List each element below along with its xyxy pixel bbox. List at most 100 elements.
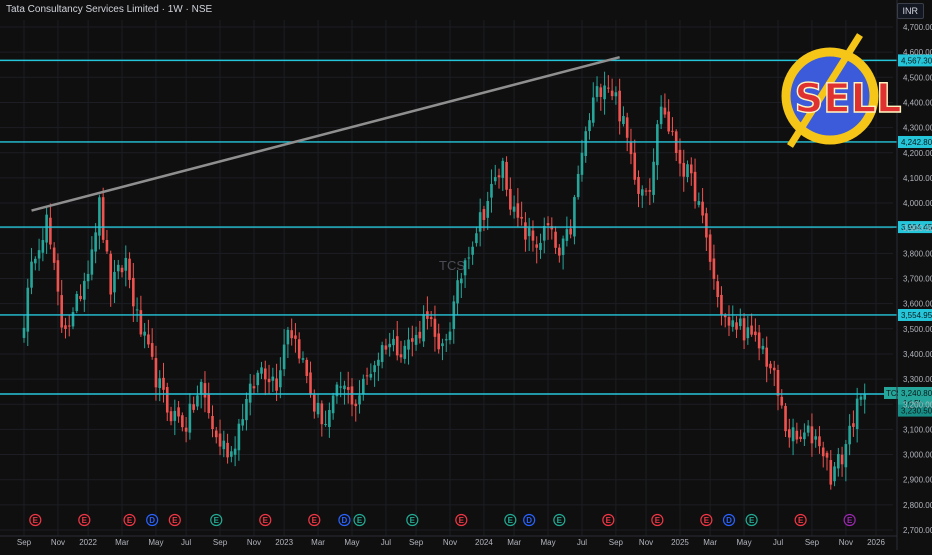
candle-body [354, 403, 358, 407]
candle-body [79, 295, 82, 300]
symbol-tag [884, 386, 898, 399]
candle-body [411, 338, 414, 342]
event-marker-earnings[interactable]: E [700, 513, 713, 527]
event-marker-earnings[interactable]: E [259, 513, 272, 527]
event-marker-earnings[interactable]: E [353, 513, 366, 527]
event-marker-circle [210, 513, 223, 527]
price-tick-label: 4,200.00 [903, 149, 932, 158]
event-marker-earnings[interactable]: E [745, 513, 758, 527]
candle-body [444, 339, 448, 341]
event-marker-earnings[interactable]: E [602, 513, 615, 527]
event-marker-circle [353, 513, 366, 527]
event-marker-earnings[interactable]: E [455, 513, 468, 527]
candle-body [64, 325, 67, 329]
candle-body [810, 426, 814, 444]
candle-body [765, 347, 768, 367]
candle-body [618, 90, 621, 122]
event-marker-circle [308, 513, 321, 527]
candle-body [463, 260, 467, 276]
event-marker-dividend[interactable]: D [523, 513, 536, 527]
candle-body [625, 117, 629, 138]
event-marker-earnings[interactable]: E [29, 513, 42, 527]
secondary-price-tag [898, 404, 932, 417]
candle-body [139, 310, 143, 335]
candle-body [516, 203, 520, 218]
candle-body [245, 398, 248, 421]
candle-body [169, 411, 173, 422]
time-tick-label: Sep [213, 538, 228, 547]
candle-body [120, 267, 124, 273]
candle-body [731, 320, 735, 327]
time-tick-label: Jul [577, 538, 587, 547]
candle-body [569, 228, 572, 235]
event-marker-earnings[interactable]: E [504, 513, 517, 527]
trendline[interactable] [31, 55, 620, 212]
event-marker-dividend[interactable]: D [722, 513, 736, 527]
event-marker-earnings[interactable]: E [553, 513, 566, 527]
time-tick-label: 2025 [671, 538, 689, 547]
candle-body [173, 410, 177, 421]
price-tick-label: 4,500.00 [903, 73, 932, 82]
event-marker-earnings[interactable]: E [843, 513, 856, 527]
event-marker-letter: E [357, 516, 363, 525]
currency-button[interactable]: INR [896, 3, 924, 19]
event-marker-circle [406, 513, 419, 527]
candle-body [652, 161, 655, 195]
candle-body [629, 141, 633, 155]
candle-body [30, 261, 33, 288]
candle-body [750, 325, 753, 335]
candle-body [840, 454, 844, 465]
candle-body [294, 335, 297, 339]
event-marker-earnings[interactable]: E [406, 513, 419, 527]
candle-body [814, 436, 817, 440]
candles [22, 71, 867, 490]
candle-body [754, 331, 757, 336]
event-marker-earnings[interactable]: E [308, 513, 321, 527]
event-marker-earnings[interactable]: E [210, 513, 223, 527]
event-marker-dividend[interactable]: D [338, 513, 351, 527]
event-marker-circle [745, 513, 758, 527]
candle-body [230, 451, 233, 457]
sell-badge-slash [787, 33, 863, 148]
price-tick-label: 3,000.00 [903, 451, 932, 460]
event-marker-earnings[interactable]: E [123, 513, 136, 527]
candle-body [595, 86, 599, 97]
candle-body [825, 452, 829, 458]
time-tick-label: Nov [839, 538, 853, 547]
event-marker-circle [29, 513, 42, 527]
event-marker-earnings[interactable]: E [651, 513, 664, 527]
event-marker-earnings[interactable]: E [78, 513, 91, 527]
candle-body [716, 281, 719, 298]
candle-body [837, 454, 840, 469]
candle-body [335, 384, 339, 397]
level-price-tag [898, 308, 932, 321]
event-marker-letter: D [726, 516, 732, 525]
candle-body [433, 318, 437, 337]
event-marker-earnings[interactable]: E [168, 513, 181, 527]
time-tick-label: Mar [507, 538, 521, 547]
candle-body [150, 343, 154, 357]
candle-body [26, 287, 30, 332]
candle-body [467, 257, 471, 259]
candle-body [723, 315, 727, 318]
candle-body [486, 201, 490, 218]
price-tick-label: 2,900.00 [903, 476, 932, 485]
candle-body [222, 440, 226, 450]
trendline-group[interactable] [31, 55, 620, 212]
time-tick-label: 2026 [867, 538, 885, 547]
level-price-tag [898, 54, 932, 67]
candle-body [158, 378, 162, 389]
event-marker-earnings[interactable]: E [794, 513, 807, 527]
candle-body [275, 378, 278, 391]
candle-body [591, 97, 595, 123]
event-marker-letter: E [214, 516, 220, 525]
candle-body [320, 403, 324, 425]
candle-body [588, 120, 591, 132]
candle-body [45, 214, 48, 243]
candle-body [603, 85, 606, 100]
event-marker-dividend[interactable]: D [146, 513, 159, 527]
